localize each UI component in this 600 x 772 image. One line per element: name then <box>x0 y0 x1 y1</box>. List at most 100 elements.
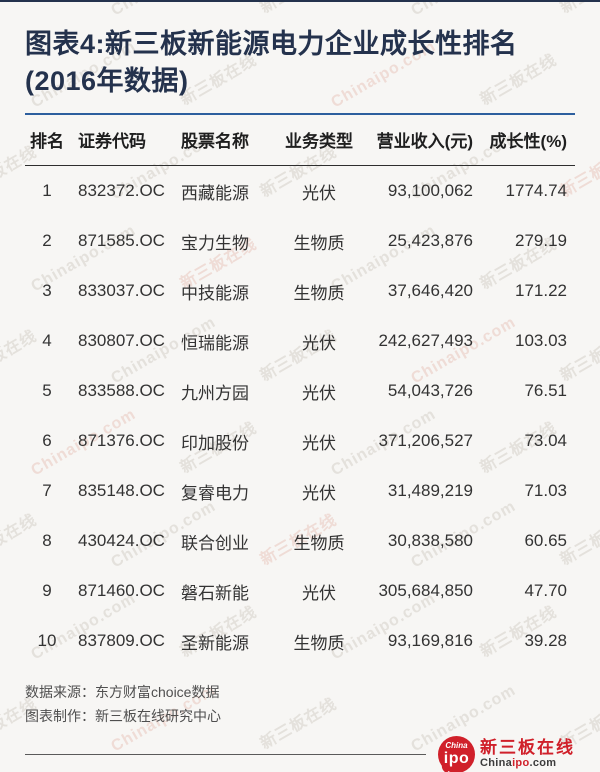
type-cell: 光伏 <box>302 183 336 203</box>
table-header-row: 排名 证券代码 股票名称 业务类型 营业收入(元) 成长性(%) <box>25 127 575 166</box>
rank-cell: 2 <box>42 231 52 250</box>
growth-cell: 73.04 <box>524 431 567 450</box>
name-cell: 复睿电力 <box>181 483 249 503</box>
code-cell: 830807.OC <box>78 331 165 350</box>
type-cell: 光伏 <box>302 333 336 353</box>
column-header-rank: 排名 <box>30 132 64 151</box>
watermark-text: 新三板在线 <box>255 2 341 18</box>
rank-cell: 4 <box>42 331 52 350</box>
bottom-divider <box>25 753 426 755</box>
revenue-cell: 305,684,850 <box>378 581 473 600</box>
code-cell: 832372.OC <box>78 181 165 200</box>
column-header-code: 证券代码 <box>78 132 146 151</box>
rank-cell: 10 <box>37 631 57 650</box>
column-header-growth: 成长性(%) <box>489 132 567 151</box>
code-cell: 871460.OC <box>78 581 165 600</box>
watermark-text: 新三板在线 <box>0 2 40 18</box>
bottom-row: China ipo 新三板在线 Chinaipo.com <box>25 733 575 772</box>
revenue-cell: 93,100,062 <box>387 181 473 200</box>
chart-credit-note: 图表制作：新三板在线研究中心 <box>25 708 221 724</box>
type-cell: 光伏 <box>302 433 336 453</box>
watermark-text: 新三板在线 <box>555 2 600 18</box>
revenue-cell: 371,206,527 <box>378 431 473 450</box>
logo-name-cn: 新三板在线 <box>480 737 575 757</box>
ranking-table: 排名 证券代码 股票名称 业务类型 营业收入(元) 成长性(%) 1 83237… <box>25 127 575 666</box>
page-title: 图表4:新三板新能源电力企业成长性排名 (2016年数据) <box>25 26 575 100</box>
title-divider <box>25 113 575 115</box>
column-header-type: 业务类型 <box>285 132 353 151</box>
revenue-cell: 93,169,816 <box>387 631 473 650</box>
rank-cell: 9 <box>42 581 52 600</box>
footnotes: 数据来源：东方财富choice数据 图表制作：新三板在线研究中心 <box>25 680 575 728</box>
table-row: 1 832372.OC 西藏能源 光伏 93,100,062 1774.74 <box>25 166 575 216</box>
table-row: 8 430424.OC 联合创业 生物质 30,838,580 60.65 <box>25 516 575 566</box>
badge-ipo-label: ipo <box>443 749 470 767</box>
type-cell: 光伏 <box>302 383 336 403</box>
name-cell: 九州方园 <box>181 383 249 403</box>
badge-china-label: China <box>445 740 468 750</box>
code-cell: 833588.OC <box>78 381 165 400</box>
code-cell: 837809.OC <box>78 631 165 650</box>
code-cell: 430424.OC <box>78 531 165 550</box>
title-line-1: 图表4:新三板新能源电力企业成长性排名 <box>25 29 518 59</box>
logo-url: Chinaipo.com <box>480 757 575 769</box>
title-line-2: (2016年数据) <box>25 66 189 96</box>
logo-url-mid: ipo <box>512 757 530 770</box>
rank-cell: 5 <box>42 381 52 400</box>
logo-text: 新三板在线 Chinaipo.com <box>480 737 575 770</box>
name-cell: 圣新能源 <box>181 633 249 653</box>
table-row: 10 837809.OC 圣新能源 生物质 93,169,816 39.28 <box>25 616 575 666</box>
rank-cell: 6 <box>42 431 52 450</box>
chinaipo-logo: China ipo 新三板在线 Chinaipo.com <box>438 735 575 772</box>
growth-cell: 60.65 <box>524 531 567 550</box>
name-cell: 联合创业 <box>181 533 249 553</box>
content-area: 图表4:新三板新能源电力企业成长性排名 (2016年数据) 排名 证券代码 股票… <box>0 26 600 772</box>
table-row: 3 833037.OC 中技能源 生物质 37,646,420 171.22 <box>25 266 575 316</box>
table-row: 2 871585.OC 宝力生物 生物质 25,423,876 279.19 <box>25 216 575 266</box>
name-cell: 恒瑞能源 <box>181 333 249 353</box>
table-row: 4 830807.OC 恒瑞能源 光伏 242,627,493 103.03 <box>25 316 575 366</box>
code-cell: 871585.OC <box>78 231 165 250</box>
revenue-cell: 54,043,726 <box>387 381 473 400</box>
data-source-note: 数据来源：东方财富choice数据 <box>25 684 220 700</box>
rank-cell: 7 <box>42 481 52 500</box>
column-header-revenue: 营业收入(元) <box>376 132 473 151</box>
type-cell: 生物质 <box>293 233 345 253</box>
column-header-name: 股票名称 <box>181 132 249 151</box>
table-row: 9 871460.OC 磐石新能 光伏 305,684,850 47.70 <box>25 566 575 616</box>
watermark-text: Chinaipo.com <box>408 2 519 20</box>
growth-cell: 76.51 <box>524 381 567 400</box>
code-cell: 833037.OC <box>78 281 165 300</box>
table-row: 5 833588.OC 九州方园 光伏 54,043,726 76.51 <box>25 366 575 416</box>
rank-cell: 3 <box>42 281 52 300</box>
growth-cell: 39.28 <box>524 631 567 650</box>
revenue-cell: 242,627,493 <box>378 331 473 350</box>
growth-cell: 103.03 <box>515 331 567 350</box>
code-cell: 835148.OC <box>78 481 165 500</box>
type-cell: 生物质 <box>293 283 345 303</box>
name-cell: 印加股份 <box>181 433 249 453</box>
logo-url-suffix: .com <box>529 757 557 770</box>
type-cell: 生物质 <box>293 533 345 553</box>
code-cell: 871376.OC <box>78 431 165 450</box>
growth-cell: 171.22 <box>515 281 567 300</box>
rank-cell: 8 <box>42 531 52 550</box>
name-cell: 中技能源 <box>181 283 249 303</box>
growth-cell: 1774.74 <box>505 181 567 200</box>
revenue-cell: 37,646,420 <box>387 281 473 300</box>
revenue-cell: 30,838,580 <box>387 531 473 550</box>
watermark-text: Chinaipo.com <box>108 2 219 20</box>
table-row: 6 871376.OC 印加股份 光伏 371,206,527 73.04 <box>25 416 575 466</box>
logo-url-prefix: China <box>480 757 513 770</box>
growth-cell: 279.19 <box>515 231 567 250</box>
revenue-cell: 25,423,876 <box>387 231 473 250</box>
type-cell: 光伏 <box>302 483 336 503</box>
chinaipo-badge-icon: China ipo <box>438 735 475 772</box>
name-cell: 宝力生物 <box>181 233 249 253</box>
name-cell: 西藏能源 <box>181 183 249 203</box>
growth-cell: 47.70 <box>524 581 567 600</box>
name-cell: 磐石新能 <box>181 583 249 603</box>
type-cell: 生物质 <box>293 633 345 653</box>
rank-cell: 1 <box>42 181 52 200</box>
